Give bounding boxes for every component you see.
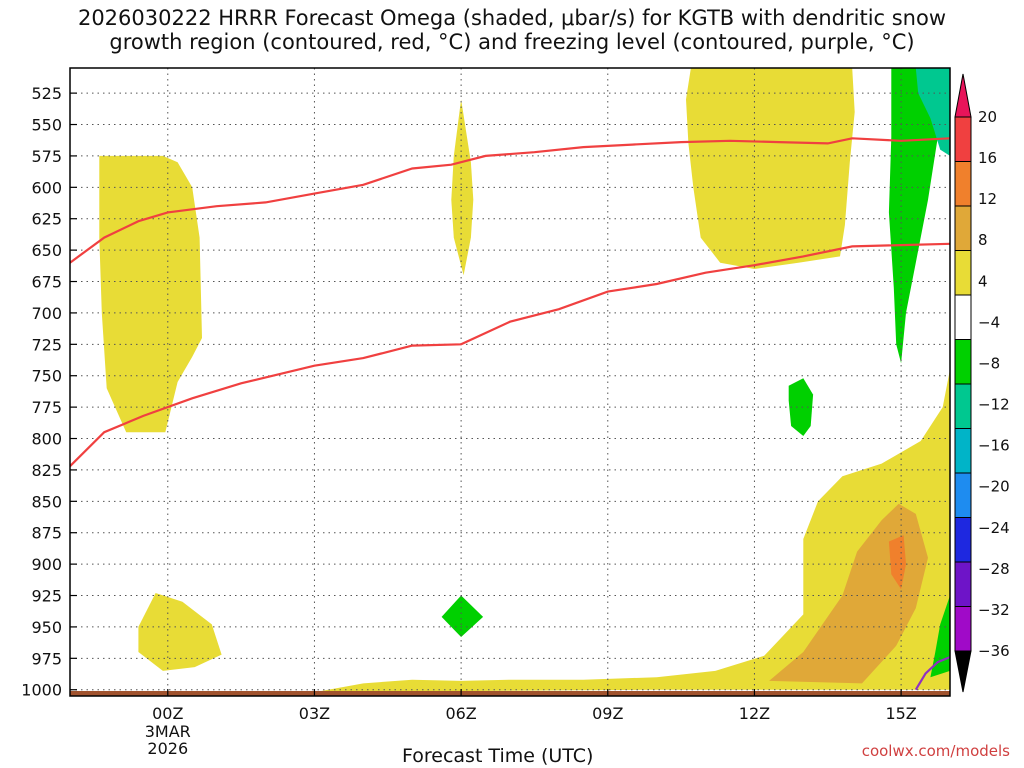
freezing-level-contour-0 [914,656,950,691]
colorbar-label-5: −4 [978,313,1000,331]
colorbar-swatch-2 [954,205,972,251]
y-tick-label-10: 775 [31,398,62,417]
omega-shading [99,68,950,693]
colorbar-label-1: 16 [978,149,997,167]
colorbar-label-2: 12 [978,190,997,208]
y-tick-label-3: 600 [31,178,62,197]
omega-region-1 [451,99,474,276]
colorbar-label-9: −20 [978,478,1010,496]
colorbar-swatch-7 [954,428,972,474]
y-tick-label-19: 1000 [21,681,62,700]
colorbar-label-6: −8 [978,354,1000,372]
contour-lines [70,137,950,691]
y-tick-label-5: 650 [31,241,62,260]
y-tick-label-0: 525 [31,84,62,103]
y-tick-label-7: 700 [31,304,62,323]
y-tick-label-12: 825 [31,461,62,480]
y-tick-label-9: 750 [31,367,62,386]
y-tick-label-17: 950 [31,618,62,637]
omega-region-10 [441,595,484,637]
y-tick-label-11: 800 [31,430,62,449]
colorbar-swatch-4 [954,294,972,340]
x-axis-label: Forecast Time (UTC) [402,745,594,767]
omega-region-2 [686,68,855,269]
x-tick-label-0: 00Z [152,704,183,723]
colorbar-bottom-arrow [954,650,972,693]
colorbar-swatch-9 [954,517,972,563]
colorbar-swatch-3 [954,250,972,296]
omega-region-6 [888,535,906,590]
credit-text: coolwx.com/models [861,742,1010,760]
colorbar-label-4: 4 [978,272,988,290]
y-axis-ticks: 525 550 575 600 625 650 675 700 725 750 775 800 825 8… [21,84,77,700]
colorbar-label-13: −36 [978,642,1010,660]
dendritic-contour-0 [70,137,950,264]
colorbar-label-12: −32 [978,601,1010,619]
colorbar-swatch-6 [954,383,972,429]
x-tick-label-3: 09Z [592,704,623,723]
colorbar-label-0: 20 [978,108,997,126]
y-tick-label-4: 625 [31,210,62,229]
colorbar-swatch-5 [954,339,972,385]
x-tick-label-5: 15Z [885,704,916,723]
colorbar-label-3: 8 [978,231,988,249]
colorbar-top-arrow [954,73,972,118]
omega-region-8 [915,68,950,156]
x-tick-sublabel-0-0: 3MAR [145,722,191,741]
chart-title: 2026030222 HRRR Forecast Omega (shaded, … [77,6,947,54]
plot-frame [69,67,951,697]
y-tick-label-1: 550 [31,116,62,135]
y-tick-label-6: 675 [31,273,62,292]
ground-fill [70,690,950,696]
omega-region-4 [314,369,950,693]
x-tick-label-2: 06Z [445,704,476,723]
omega-region-3 [138,593,222,671]
y-tick-label-13: 850 [31,492,62,511]
colorbar-label-7: −12 [978,396,1010,414]
omega-region-9 [788,378,814,436]
colorbar-swatch-1 [954,161,972,207]
omega-region-0 [99,155,202,433]
dendritic-contour-1 [70,242,950,467]
y-tick-label-18: 975 [31,649,62,668]
colorbar-label-11: −28 [978,560,1010,578]
y-tick-label-16: 925 [31,587,62,606]
colorbar-swatch-11 [954,606,972,652]
omega-region-11 [930,595,950,678]
colorbar-swatch-10 [954,561,972,607]
grid-lines [70,68,950,696]
omega-region-5 [769,503,928,684]
colorbar-label-10: −24 [978,519,1010,537]
x-tick-label-4: 12Z [739,704,770,723]
colorbar: 20 16 12 8 4 −4 −8 −12 −16 −20 −24 −28 −32 −36 [954,73,1010,693]
colorbar-swatch-0 [954,116,972,162]
x-tick-sublabel-0-1: 2026 [147,739,188,758]
y-tick-label-8: 725 [31,335,62,354]
y-tick-label-14: 875 [31,524,62,543]
colorbar-swatch-8 [954,472,972,518]
colorbar-label-8: −16 [978,437,1010,455]
y-tick-label-2: 575 [31,147,62,166]
x-tick-label-1: 03Z [299,704,330,723]
ground-layer [70,690,950,696]
y-tick-label-15: 900 [31,555,62,574]
